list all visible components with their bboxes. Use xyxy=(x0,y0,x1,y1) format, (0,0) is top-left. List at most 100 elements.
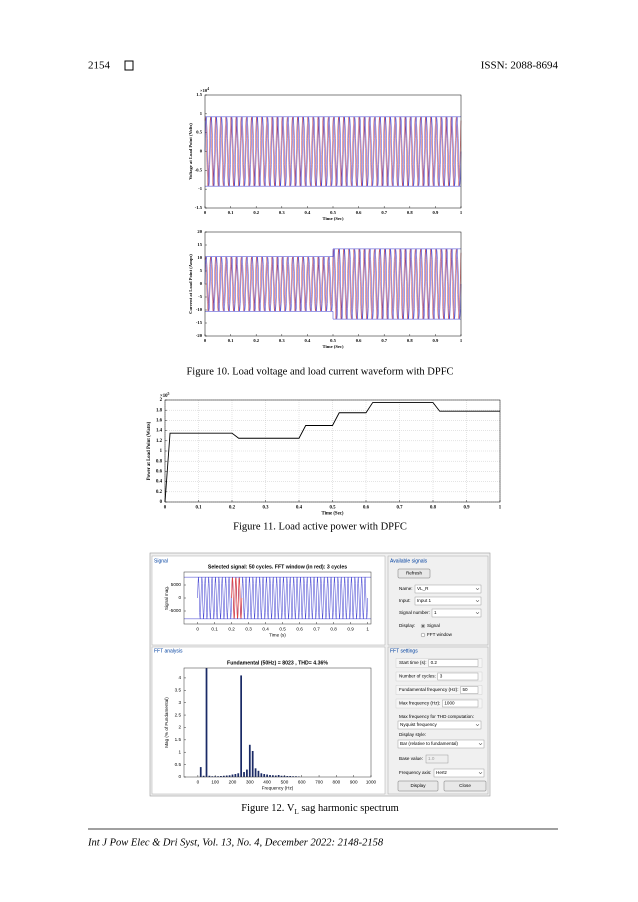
y-tick-label: 1 xyxy=(200,111,203,116)
y-tick-label: 0.2 xyxy=(156,490,163,495)
y-tick-label: 0.8 xyxy=(156,459,163,464)
field-label: Max frequency for THD computation: xyxy=(399,714,474,719)
x-tick-label: 0.2 xyxy=(253,338,259,343)
y-tick-label: 3.5 xyxy=(175,688,182,693)
x-tick-label: 0.4 xyxy=(296,505,303,510)
dropdown[interactable] xyxy=(397,739,485,749)
chart: 0 0.1 0.2 0.3 0.4 0.5 0.6 0.7 0.8 0.9 1 -5000 0 5000 T… xyxy=(164,564,372,637)
x-tick-label: 0 xyxy=(196,626,199,631)
field-box xyxy=(395,698,483,709)
y-tick-label: 0 xyxy=(200,149,203,154)
input-text: 50 xyxy=(463,687,469,692)
input-text: 1000 xyxy=(444,701,455,706)
x-tick-label: 0.8 xyxy=(407,210,413,215)
bar xyxy=(211,776,214,777)
y-tick-label: 0 xyxy=(178,595,181,600)
x-tick-label: 0.3 xyxy=(279,338,285,343)
bar xyxy=(246,769,248,777)
bar xyxy=(269,775,271,777)
caption: Figure 12. VL sag harmonic spectrum xyxy=(241,803,398,815)
bar xyxy=(289,776,292,777)
x-tick-label: 0.1 xyxy=(228,338,234,343)
bar xyxy=(243,772,245,777)
chart: 0 0.1 0.2 0.3 0.4 0.5 0.6 0.7 0.8 0.9 1 -1.5 -1 -0.5 0… xyxy=(188,87,463,221)
input[interactable] xyxy=(425,754,449,764)
page-number: 2154 xyxy=(88,60,111,72)
x-tick-label: 0.6 xyxy=(356,210,362,215)
input[interactable] xyxy=(428,659,479,667)
field-label: Number of cycles: xyxy=(399,674,436,679)
x-tick-label: 500 xyxy=(281,779,289,784)
y-tick-label: -10 xyxy=(196,307,203,312)
bar xyxy=(234,774,237,777)
x-tick-label: 0.5 xyxy=(330,505,337,510)
y-tick-label: 3 xyxy=(178,700,181,705)
field-label: Signal number: xyxy=(399,610,430,615)
bar xyxy=(222,775,225,777)
exponent-base: ×10 xyxy=(160,394,168,399)
bar xyxy=(280,775,283,777)
bar xyxy=(248,744,251,777)
radio-label: FFT window xyxy=(427,632,453,637)
x-tick-label: 600 xyxy=(298,779,306,784)
x-tick-label: 0.9 xyxy=(464,505,471,510)
y-tick-label: 2.5 xyxy=(175,712,182,717)
dropdown[interactable] xyxy=(397,720,482,730)
input[interactable] xyxy=(442,699,479,708)
dropdown[interactable] xyxy=(414,596,482,606)
chart-title: Fundamental (50Hz) = 8023 , THD= 4.36% xyxy=(227,660,328,666)
exponent-base: ×10 xyxy=(200,88,208,93)
bar xyxy=(205,668,208,777)
x-tick-label: 0.7 xyxy=(313,626,320,631)
bar xyxy=(220,776,222,777)
envelope xyxy=(205,248,461,257)
x-tick-label: 0.3 xyxy=(263,505,270,510)
input[interactable] xyxy=(460,686,479,694)
field-label: Start time (s): xyxy=(399,660,427,665)
exponent: 5 xyxy=(168,392,170,396)
dropdown-text: Input 1 xyxy=(417,598,431,603)
button[interactable] xyxy=(397,780,439,792)
field-label: Fundamental frequency (Hz): xyxy=(399,687,459,692)
y-tick-label: -1 xyxy=(198,186,203,191)
x-tick-label: 0.8 xyxy=(430,505,437,510)
x-tick-label: 1 xyxy=(460,210,463,215)
bar xyxy=(283,775,286,777)
bar xyxy=(266,774,268,777)
header-box xyxy=(124,60,134,71)
axes-frame xyxy=(204,231,462,337)
dropdown[interactable] xyxy=(431,608,482,618)
x-tick-label: 0.7 xyxy=(381,338,387,343)
button-label: Close xyxy=(459,783,471,788)
x-tick-label: 0.5 xyxy=(330,210,336,215)
bar xyxy=(263,774,266,777)
field-label: Base value: xyxy=(399,756,423,761)
y-tick-label: 1.4 xyxy=(156,429,163,434)
input-text: 3 xyxy=(440,674,443,679)
dropdown[interactable] xyxy=(414,584,482,594)
x-tick-label: 0.6 xyxy=(363,505,370,510)
button[interactable] xyxy=(443,780,487,792)
dropdown-arrow xyxy=(475,723,480,727)
x-tick-label: 0.6 xyxy=(296,626,303,631)
x-tick-label: 0.4 xyxy=(262,626,269,631)
x-tick-label: 0.7 xyxy=(397,505,404,510)
input[interactable] xyxy=(437,672,479,681)
y-axis-label: Current at Load Point (Amps) xyxy=(188,254,193,314)
y-tick-label: -5 xyxy=(198,294,203,299)
dropdown[interactable] xyxy=(433,768,485,778)
bar xyxy=(274,775,277,777)
bar xyxy=(237,773,240,777)
chart: 0 100 200 300 400 500 600 700 800 900 1000 0 0.5 1 1.5… xyxy=(164,660,376,790)
y-tick-label: 1.5 xyxy=(175,737,182,742)
y-tick-label: 1.5 xyxy=(196,92,202,97)
button[interactable] xyxy=(397,568,431,579)
x-tick-label: 1 xyxy=(366,626,369,631)
field-label: Frequency axis: xyxy=(399,770,431,775)
caption: Figure 10. Load voltage and load current… xyxy=(186,366,453,377)
radio[interactable] xyxy=(420,632,426,638)
x-axis-label: Frequency (Hz) xyxy=(262,785,294,790)
bar xyxy=(295,776,297,777)
y-tick-label: 1 xyxy=(178,749,181,754)
